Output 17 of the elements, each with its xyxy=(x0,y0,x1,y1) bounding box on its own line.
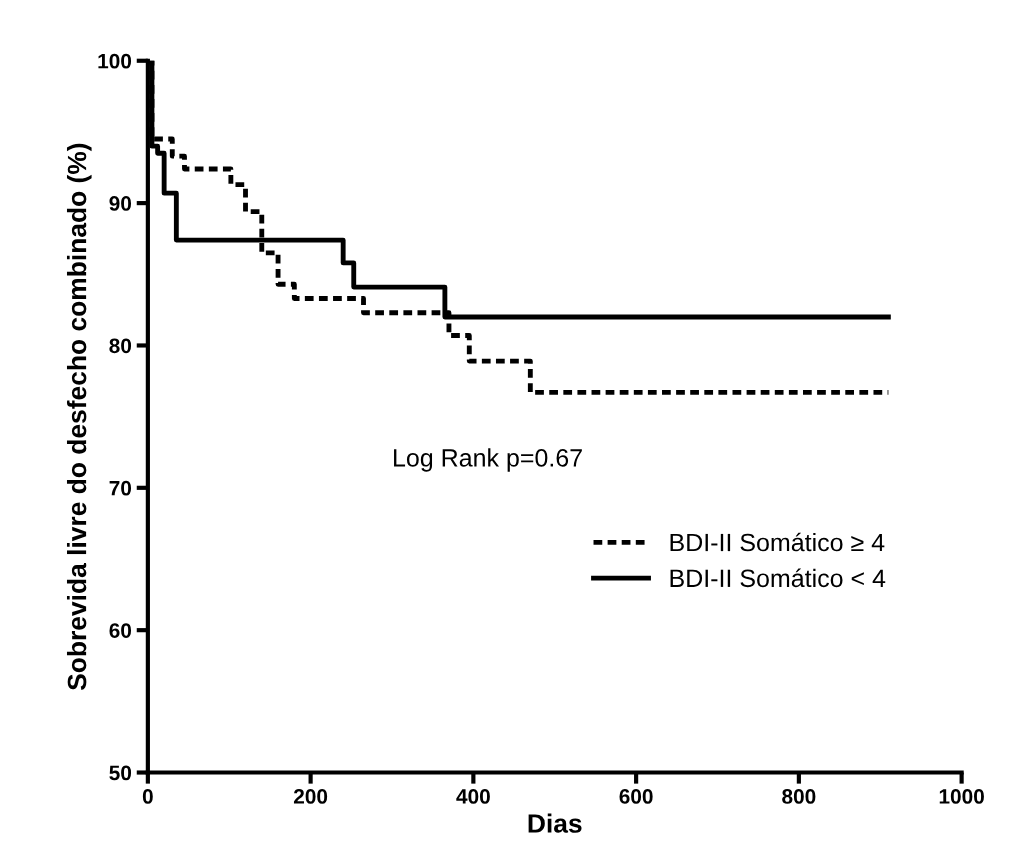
legend-label: BDI-II Somático < 4 xyxy=(670,568,886,588)
x-tick-label: 200 xyxy=(293,789,328,804)
y-tick-label: 90 xyxy=(109,196,132,211)
y-tick-label: 50 xyxy=(109,765,132,781)
x-tick-label: 1000 xyxy=(939,789,984,804)
x-tick-label: 0 xyxy=(142,789,153,804)
x-tick-label: 800 xyxy=(782,789,816,804)
y-tick-label: 100 xyxy=(98,53,132,69)
x-tick-label: 600 xyxy=(619,789,653,804)
y-tick-label: 80 xyxy=(109,338,132,354)
y-tick-label: 60 xyxy=(109,623,132,638)
legend-label: BDI-II Somático ≥ 4 xyxy=(670,532,885,552)
y-tick-label: 70 xyxy=(109,480,132,496)
y-axis-title: Sobrevida livre do desfecho combinado (%) xyxy=(66,143,92,691)
x-axis-title: Dias xyxy=(528,813,582,833)
x-tick-label: 400 xyxy=(456,789,490,804)
annotation: Log Rank p=0.67 xyxy=(394,448,582,472)
